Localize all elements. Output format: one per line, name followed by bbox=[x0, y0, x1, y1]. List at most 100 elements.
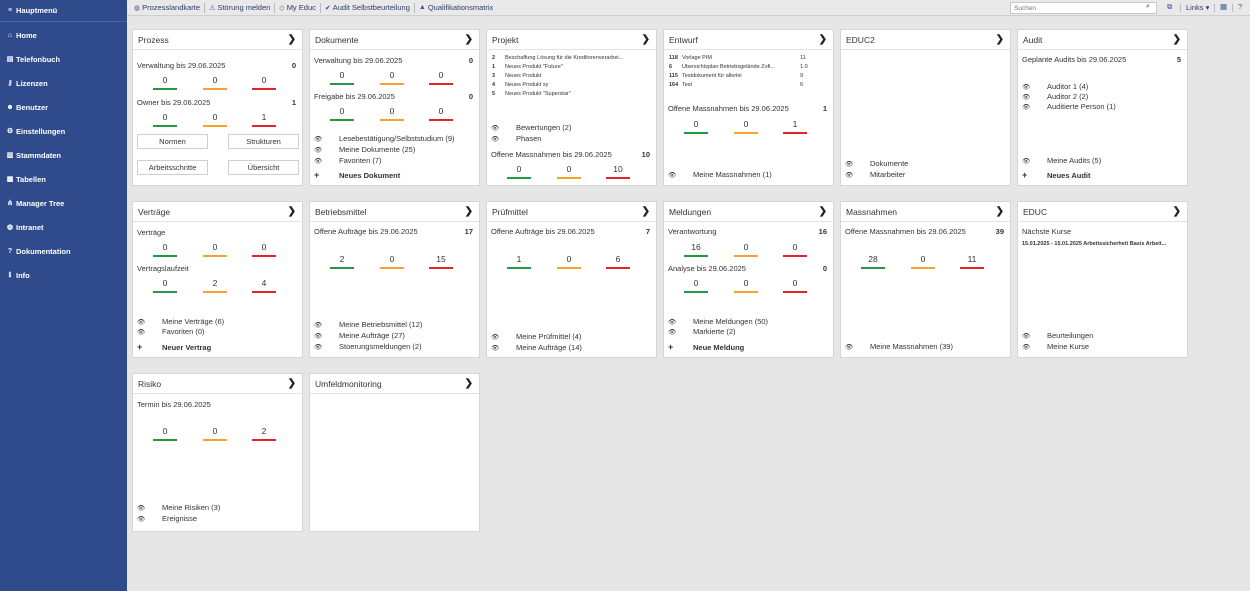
sidebar-item-tabellen[interactable]: ▦ Tabellen bbox=[0, 167, 127, 191]
metric-value[interactable]: 2 bbox=[339, 254, 345, 264]
list-link[interactable]: 👁 Meine Dokumente (25) bbox=[314, 145, 415, 154]
list-link[interactable]: 👁 Meine Aufträge (27) bbox=[314, 331, 405, 340]
metric-value[interactable]: 0 bbox=[162, 112, 168, 122]
metric-value[interactable]: 0 bbox=[792, 278, 798, 288]
chevron-right-icon[interactable]: ❯ bbox=[818, 34, 827, 45]
sidebar-item-telefonbuch[interactable]: ▤ Telefonbuch bbox=[0, 47, 127, 71]
metric-value[interactable]: 4 bbox=[261, 278, 267, 288]
metric-value[interactable]: 0 bbox=[212, 75, 218, 85]
list-link[interactable]: 👁 Lesebestätigung/Selbststudium (9) bbox=[314, 134, 455, 143]
metric-value[interactable]: 0 bbox=[743, 119, 749, 129]
normen-button[interactable]: Normen bbox=[137, 134, 208, 149]
calendar-icon[interactable]: ▦ bbox=[1220, 2, 1228, 11]
metric-value[interactable]: 0 bbox=[162, 242, 168, 252]
toplink-my-educ[interactable]: ◇ My Educ bbox=[275, 2, 321, 13]
metric-value[interactable]: 2 bbox=[212, 278, 218, 288]
chevron-right-icon[interactable]: ❯ bbox=[1172, 206, 1181, 217]
list-link[interactable]: 👁 Meine Kurse bbox=[1022, 342, 1089, 351]
metric-value[interactable]: 0 bbox=[339, 70, 345, 80]
chevron-right-icon[interactable]: ❯ bbox=[818, 206, 827, 217]
chevron-right-icon[interactable]: ❯ bbox=[464, 378, 473, 389]
metric-value[interactable]: 0 bbox=[389, 254, 395, 264]
list-link[interactable]: 👁 Bewertungen (2) bbox=[491, 123, 571, 132]
list-link[interactable]: 👁 Favoriten (0) bbox=[137, 327, 205, 336]
list-link[interactable]: 👁 Meine Meldungen (50) bbox=[668, 317, 768, 326]
list-link[interactable]: 👁 Dokumente bbox=[845, 159, 908, 168]
item-row[interactable]: 1 Neues Produkt "Future" bbox=[492, 64, 633, 70]
metric-value[interactable]: 0 bbox=[566, 164, 572, 174]
metric-value[interactable]: 0 bbox=[516, 164, 522, 174]
add-link[interactable]: + Neuer Vertrag bbox=[137, 342, 211, 352]
metric-value[interactable]: 0 bbox=[212, 112, 218, 122]
search-input[interactable] bbox=[1010, 2, 1157, 14]
metric-value[interactable]: 2 bbox=[261, 426, 267, 436]
arbeitsschritte-button[interactable]: Arbeitsschritte bbox=[137, 160, 208, 175]
chevron-right-icon[interactable]: ❯ bbox=[287, 206, 296, 217]
chevron-right-icon[interactable]: ❯ bbox=[464, 206, 473, 217]
list-link[interactable]: 👁 Markierte (2) bbox=[668, 327, 736, 336]
metric-value[interactable]: 0 bbox=[743, 242, 749, 252]
metric-value[interactable]: 0 bbox=[566, 254, 572, 264]
sidebar-item-dokumentation[interactable]: ? Dokumentation bbox=[0, 239, 127, 263]
metric-value[interactable]: 0 bbox=[920, 254, 926, 264]
list-link[interactable]: 👁 Auditor 1 (4) bbox=[1022, 82, 1088, 91]
metric-value[interactable]: 1 bbox=[516, 254, 522, 264]
list-link[interactable]: 👁 Phasen bbox=[491, 134, 541, 143]
chevron-right-icon[interactable]: ❯ bbox=[287, 378, 296, 389]
sidebar-item-info[interactable]: ℹ Info bbox=[0, 263, 127, 287]
metric-value[interactable]: 0 bbox=[693, 278, 699, 288]
chevron-right-icon[interactable]: ❯ bbox=[287, 34, 296, 45]
metric-value[interactable]: 1 bbox=[261, 112, 267, 122]
list-link[interactable]: 👁 Meine Audits (5) bbox=[1022, 156, 1101, 165]
strukturen-button[interactable]: Strukturen bbox=[228, 134, 299, 149]
help-icon[interactable]: ? bbox=[1238, 2, 1243, 11]
metric-value[interactable]: 0 bbox=[212, 242, 218, 252]
metric-value[interactable]: 0 bbox=[261, 75, 267, 85]
chevron-right-icon[interactable]: ❯ bbox=[995, 206, 1004, 217]
list-link[interactable]: 👁 Mitarbeiter bbox=[845, 170, 905, 179]
sidebar-item-stammdaten[interactable]: ▥ Stammdaten bbox=[0, 143, 127, 167]
search-icon[interactable]: ⌕ bbox=[1146, 3, 1150, 10]
list-link[interactable]: 👁 Meine Massnahmen (39) bbox=[845, 342, 953, 351]
sidebar-item-home[interactable]: ⌂ Home bbox=[0, 23, 127, 47]
metric-value[interactable]: 6 bbox=[615, 254, 621, 264]
item-row[interactable]: 5 Neues Produkt "Superstar" bbox=[492, 91, 633, 97]
toplink-qualifikationsmatrix[interactable]: ▲ Qualifikationsmatrix bbox=[415, 3, 497, 13]
chevron-right-icon[interactable]: ❯ bbox=[995, 34, 1004, 45]
metric-value[interactable]: 0 bbox=[162, 278, 168, 288]
metric-value[interactable]: 0 bbox=[162, 426, 168, 436]
metric-value[interactable]: 0 bbox=[162, 75, 168, 85]
list-link[interactable]: 👁 Meine Betriebsmittel (12) bbox=[314, 320, 422, 329]
list-link[interactable]: 👁 Favoriten (7) bbox=[314, 156, 382, 165]
list-link[interactable]: 👁 Meine Massnahmen (1) bbox=[668, 170, 772, 179]
list-link[interactable]: 👁 Meine Risiken (3) bbox=[137, 503, 220, 512]
metric-value[interactable]: 10 bbox=[613, 164, 623, 174]
item-row[interactable]: 2 Beschaffung Lösung für die Kreditorenve… bbox=[492, 55, 633, 61]
list-link[interactable]: 👁 Beurteilungen bbox=[1022, 331, 1093, 340]
metric-value[interactable]: 0 bbox=[261, 242, 267, 252]
chevron-right-icon[interactable]: ❯ bbox=[1172, 34, 1181, 45]
metric-value[interactable]: 0 bbox=[339, 106, 345, 116]
metric-value[interactable]: 0 bbox=[389, 106, 395, 116]
metric-value[interactable]: 16 bbox=[691, 242, 701, 252]
metric-value[interactable]: 15 bbox=[436, 254, 446, 264]
links-dropdown[interactable]: Links ▾ bbox=[1186, 3, 1210, 12]
list-link[interactable]: 👁 Auditierte Person (1) bbox=[1022, 102, 1116, 111]
toplink-prozesslandkarte[interactable]: ◍ Prozesslandkarte bbox=[130, 2, 206, 13]
metric-value[interactable]: 0 bbox=[389, 70, 395, 80]
sidebar-item-intranet[interactable]: ◍ Intranet bbox=[0, 215, 127, 239]
list-link[interactable]: 👁 Stoerungsmeldungen (2) bbox=[314, 342, 422, 351]
uebersicht-button[interactable]: Übersicht bbox=[228, 160, 299, 175]
list-link[interactable]: 👁 Auditor 2 (2) bbox=[1022, 92, 1088, 101]
list-link[interactable]: 👁 Ereignisse bbox=[137, 514, 197, 523]
add-link[interactable]: + Neues Dokument bbox=[314, 170, 400, 180]
metric-value[interactable]: 0 bbox=[438, 106, 444, 116]
sidebar-item-hauptmen-[interactable]: ≡ Hauptmenü bbox=[0, 0, 127, 22]
metric-value[interactable]: 1 bbox=[792, 119, 798, 129]
metric-value[interactable]: 0 bbox=[212, 426, 218, 436]
sidebar-item-einstellungen[interactable]: ⚙ Einstellungen bbox=[0, 119, 127, 143]
list-link[interactable]: 👁 Meine Prüfmittel (4) bbox=[491, 332, 581, 341]
item-row[interactable]: 3 Neues Produkt bbox=[492, 73, 633, 79]
metric-value[interactable]: 11 bbox=[967, 254, 977, 264]
metric-value[interactable]: 0 bbox=[792, 242, 798, 252]
